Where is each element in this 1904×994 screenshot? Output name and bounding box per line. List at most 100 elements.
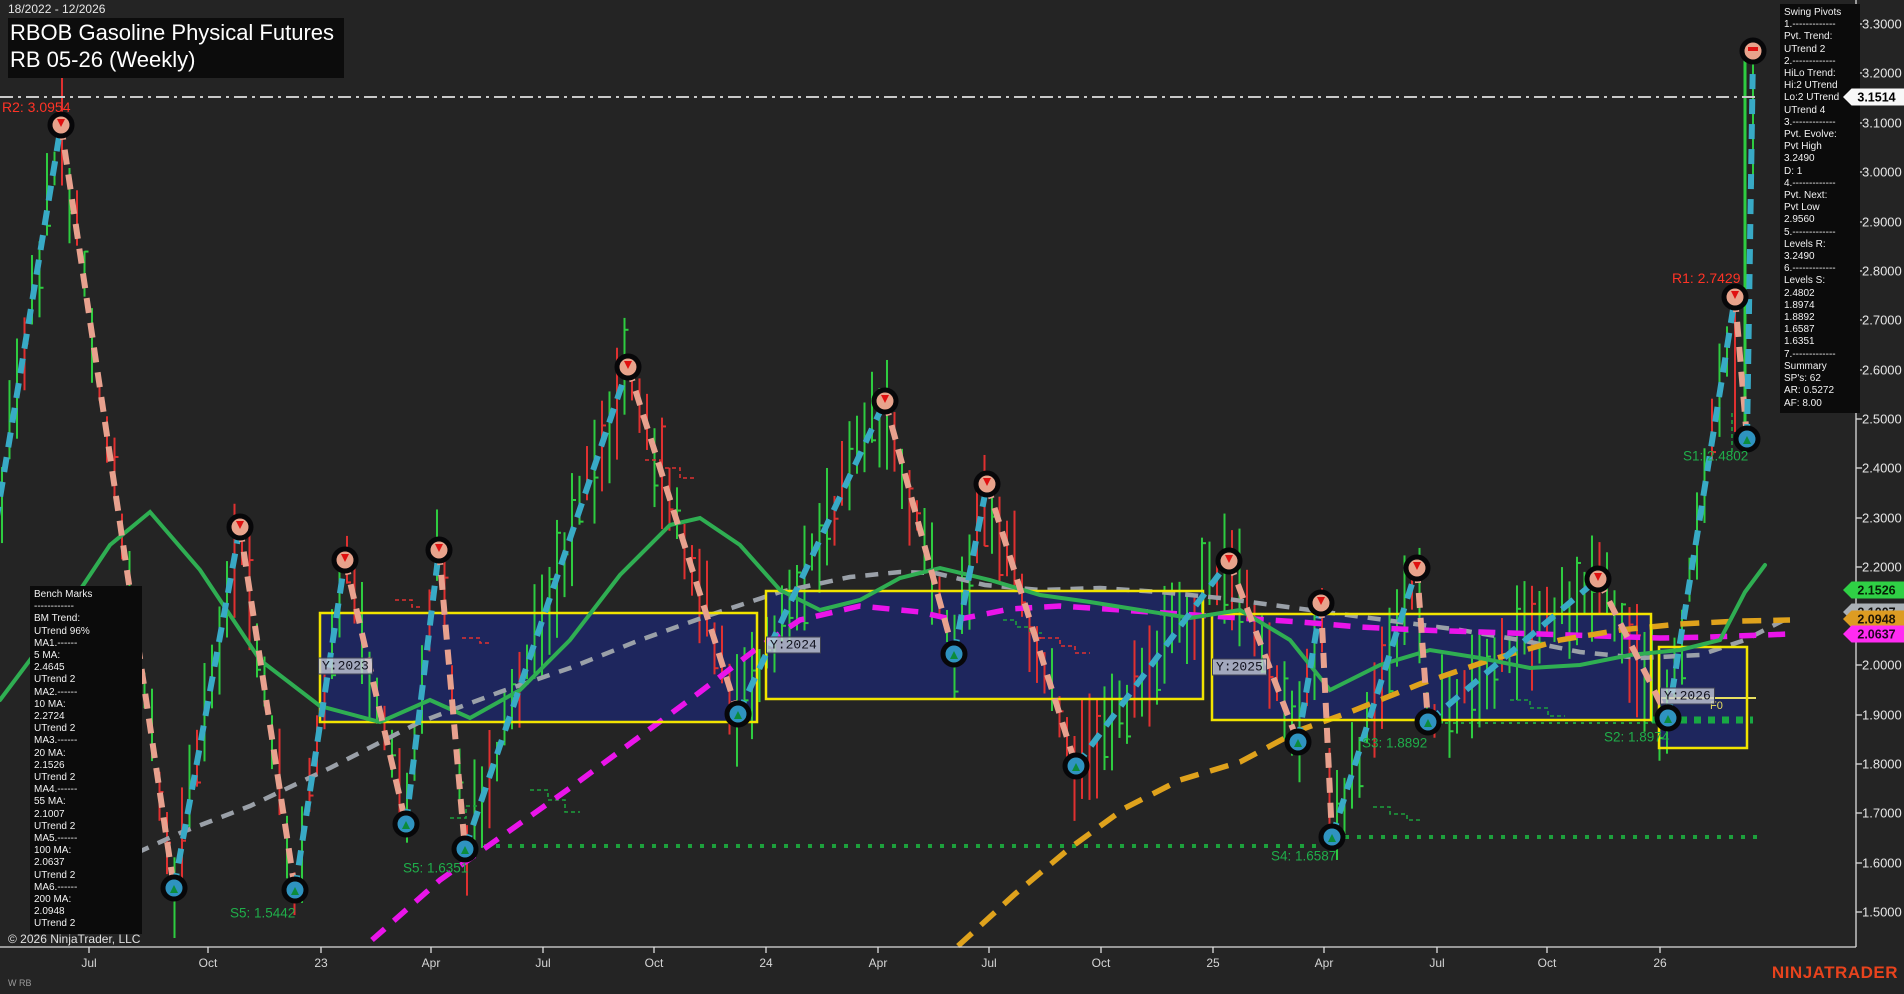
pivot-up-arrow <box>1424 719 1432 727</box>
price-tick: 2.5000 <box>1862 411 1902 427</box>
year-range-label[interactable]: Y:2024 <box>766 636 821 654</box>
swing-downleg <box>1318 602 1335 838</box>
chart-title-line1: RBOB Gasoline Physical Futures <box>10 20 335 45</box>
price-tick: 2.7000 <box>1862 312 1902 328</box>
visible-date-range: 18/2022 - 12/2026 <box>8 2 106 16</box>
hilo-trail-step <box>530 789 580 813</box>
pivot-down-arrow <box>341 554 349 562</box>
pivot-up-arrow <box>1328 834 1336 842</box>
price-tick: 2.2000 <box>1862 559 1902 575</box>
pivot-down-arrow <box>881 395 889 403</box>
price-tick: 3.3000 <box>1862 16 1902 32</box>
level-label: S5: 1.6351 <box>403 860 469 876</box>
pivot-down-arrow <box>57 119 65 127</box>
time-tick: Apr <box>421 956 441 970</box>
price-tick: 3.0000 <box>1862 164 1902 180</box>
pivot-up-arrow <box>1294 739 1302 747</box>
swing-downleg <box>436 549 468 850</box>
swing-downleg <box>237 526 298 891</box>
swing-downleg <box>1595 577 1671 720</box>
swing-downleg <box>1226 559 1301 744</box>
level-label: S3: 1.8892 <box>1362 735 1428 751</box>
bench-marks-indicator-panel: Bench Marks ------------ BM Trend: UTren… <box>30 586 142 934</box>
swing-upleg <box>1744 50 1756 440</box>
level-label: S4: 1.6587 <box>1271 848 1337 864</box>
time-tick: Oct <box>1537 956 1557 970</box>
time-tick: 26 <box>1653 956 1667 970</box>
hilo-trail-step <box>645 459 697 479</box>
time-tick: Oct <box>644 956 664 970</box>
pivot-up-arrow <box>1072 763 1080 771</box>
ma-100-magenta-dashed <box>370 603 1791 943</box>
time-tick: Jul <box>81 956 97 970</box>
price-tick: 1.9000 <box>1862 707 1902 723</box>
level-label: S5: 1.5442 <box>230 905 296 921</box>
swing-downleg <box>58 124 177 889</box>
chart-title-line2: RB 05-26 (Weekly) <box>10 46 196 72</box>
ninjatrader-logo: NINJATRADER <box>1771 963 1898 982</box>
hilo-trail-step <box>395 599 423 608</box>
hilo-trail-step <box>1373 806 1420 821</box>
price-tick: 2.9000 <box>1862 214 1902 230</box>
hilo-trail-step <box>462 637 492 644</box>
pivot-up-arrow <box>291 887 299 895</box>
year-range-label[interactable]: Y:2025 <box>1212 658 1267 676</box>
swing-upleg <box>292 559 348 891</box>
instrument-tag: W RB <box>8 978 32 988</box>
pivot-down-arrow <box>1413 562 1421 570</box>
ma-20-green <box>0 509 1767 725</box>
price-tick: 3.1000 <box>1862 115 1902 131</box>
time-tick: Oct <box>1091 956 1111 970</box>
time-tick: 25 <box>1206 956 1220 970</box>
pivot-down-arrow <box>1225 555 1233 563</box>
swing-pivots-indicator-panel: Swing Pivots 1.------------- Pvt. Trend:… <box>1780 4 1860 413</box>
price-tick: 2.6000 <box>1862 362 1902 378</box>
price-tick: 1.5000 <box>1862 904 1902 920</box>
price-tick: 1.8000 <box>1862 756 1902 772</box>
ma-200-gold-dashed <box>956 617 1791 949</box>
pivot-down-arrow <box>624 361 632 369</box>
swing-upleg <box>951 483 990 655</box>
level-label: R2: 3.0954 <box>2 99 71 115</box>
swing-downleg <box>882 400 957 655</box>
swing-upleg <box>1665 296 1738 719</box>
pivot-down-arrow <box>983 478 991 486</box>
price-tick: 2.3000 <box>1862 510 1902 526</box>
swing-upleg <box>1426 576 1600 725</box>
pivot-up-arrow <box>734 711 742 719</box>
swing-downleg <box>1414 567 1431 723</box>
time-tick: Oct <box>198 956 218 970</box>
time-tick: Apr <box>868 956 888 970</box>
hilo-trail-step <box>450 805 480 819</box>
pivot-up-arrow <box>402 821 410 829</box>
level-label: S2: 1.8974 <box>1604 729 1670 745</box>
price-tag: 3.1514 <box>1843 88 1904 106</box>
pivot-down-arrow <box>1594 573 1602 581</box>
price-tick: 1.6000 <box>1862 855 1902 871</box>
chart-title: RBOB Gasoline Physical Futures RB 05-26 … <box>8 18 345 78</box>
price-tick: 2.0000 <box>1862 657 1902 673</box>
swing-upleg <box>735 399 888 716</box>
time-tick: Jul <box>981 956 997 970</box>
pivot-down-arrow <box>1731 291 1739 299</box>
price-tag: 2.0637 <box>1843 625 1904 643</box>
swing-upleg <box>1329 567 1420 838</box>
swing-downleg <box>625 366 741 715</box>
price-tick: 3.2000 <box>1862 65 1902 81</box>
year-range-label[interactable]: Y:2026 <box>1660 687 1715 705</box>
swing-upleg <box>0 124 64 517</box>
swing-downleg <box>342 559 409 825</box>
level-label: S1: 2.4802 <box>1683 448 1749 464</box>
pivot-down-arrow <box>236 521 244 529</box>
year-range-label[interactable]: Y:2023 <box>318 657 373 675</box>
price-tick: 1.7000 <box>1862 805 1902 821</box>
swing-upleg <box>462 366 631 850</box>
price-tick: 2.8000 <box>1862 263 1902 279</box>
price-tag: 2.0948 <box>1843 610 1904 628</box>
pivot-up-arrow <box>461 846 469 854</box>
swing-upleg <box>171 526 243 889</box>
pivot-up-arrow <box>1664 715 1672 723</box>
price-tag: 2.1526 <box>1843 581 1904 599</box>
